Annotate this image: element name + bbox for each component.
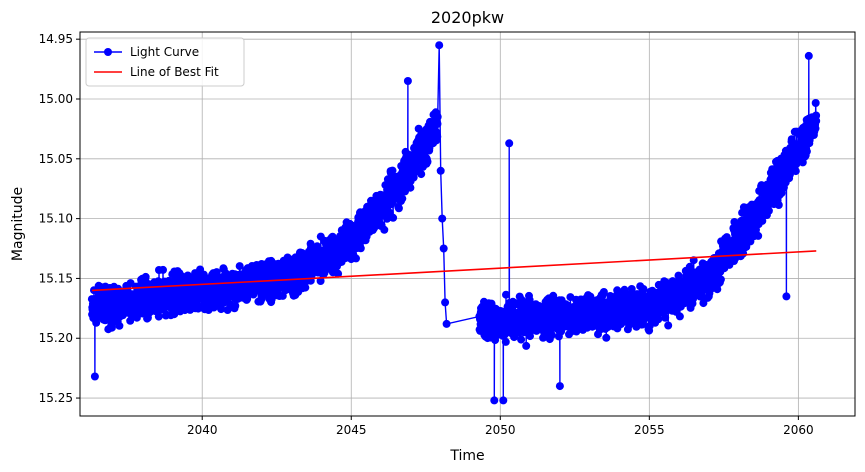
light-curve-point <box>388 166 397 175</box>
light-curve-point <box>675 312 684 321</box>
light-curve-point <box>442 319 451 328</box>
light-curve-point <box>764 206 773 215</box>
y-tick-label: 15.15 <box>39 271 73 285</box>
legend-label-light-curve: Light Curve <box>130 45 199 59</box>
light-curve-point <box>356 244 365 253</box>
legend: Light Curve Line of Best Fit <box>85 37 245 87</box>
legend-label-best-fit: Line of Best Fit <box>130 65 219 79</box>
light-curve-point <box>804 51 813 60</box>
light-curve-point <box>389 213 398 222</box>
light-curve-point <box>352 254 360 263</box>
light-curve-point <box>774 201 783 209</box>
light-curve-point <box>235 262 244 271</box>
light-curve-point <box>490 396 499 405</box>
light-curve-point <box>212 268 221 277</box>
light-curve-point <box>501 337 510 346</box>
light-curve-point <box>811 124 820 133</box>
y-tick-label: 15.05 <box>39 152 73 166</box>
light-curve-point <box>115 321 124 330</box>
light-curve-point <box>639 285 648 293</box>
light-curve-point <box>602 333 611 342</box>
light-curve-point <box>555 382 564 391</box>
legend-marker-light-curve <box>104 48 112 56</box>
light-curve-point <box>811 99 820 107</box>
light-curve-point <box>547 331 556 339</box>
light-curve-point <box>812 117 821 125</box>
light-curve-point <box>107 323 116 332</box>
light-curve-point <box>436 166 445 175</box>
x-tick-label: 2060 <box>783 423 814 437</box>
light-curve-point <box>380 225 389 234</box>
x-tick-label: 2050 <box>485 423 516 437</box>
light-curve-point <box>316 277 325 285</box>
light-curve-point <box>433 119 442 128</box>
light-curve-point <box>499 396 508 405</box>
light-curve-point <box>435 41 444 50</box>
light-curve-point <box>398 194 407 203</box>
light-curve-point <box>90 372 99 381</box>
light-curve-point <box>716 275 725 284</box>
plot-area <box>80 32 855 416</box>
light-curve-point <box>664 321 673 330</box>
light-curve-point <box>522 341 531 350</box>
light-curve-point <box>438 214 447 223</box>
light-curve-point <box>159 265 167 274</box>
light-curve-point <box>517 335 526 344</box>
x-tick-label: 2055 <box>634 423 665 437</box>
light-curve-point <box>661 313 670 322</box>
light-curve-point <box>406 183 415 192</box>
light-curve-point <box>754 231 763 240</box>
grid <box>80 32 855 416</box>
light-curve-point <box>403 77 412 85</box>
light-curve-point <box>243 294 252 303</box>
x-axis-label: Time <box>449 448 484 464</box>
series-layer <box>87 41 821 405</box>
x-tick-label: 2040 <box>187 423 218 437</box>
light-curve-point <box>505 139 514 148</box>
y-tick-label: 14.95 <box>39 32 73 46</box>
light-curve-point <box>791 167 800 176</box>
light-curve-point <box>217 305 226 314</box>
light-curve-point <box>802 147 811 156</box>
light-curve-point <box>433 112 442 121</box>
light-curve-point <box>394 204 403 213</box>
light-curve-point <box>231 301 240 310</box>
light-curve-point <box>433 132 442 141</box>
chart-title: 2020pkw <box>431 8 504 27</box>
light-curve-point <box>782 292 791 301</box>
light-curve-point <box>441 298 450 307</box>
light-curve-series <box>87 41 821 405</box>
light-curve-point <box>439 244 448 253</box>
light-curve-point <box>423 157 432 166</box>
y-tick-label: 15.25 <box>39 391 73 405</box>
light-curve-point <box>334 269 343 278</box>
y-tick-label: 15.00 <box>39 92 73 106</box>
y-tick-label: 15.10 <box>39 212 73 226</box>
x-tick-label: 2045 <box>336 423 367 437</box>
light-curve-point <box>417 170 426 179</box>
light-curve-point <box>301 283 310 292</box>
light-curve-point <box>154 312 163 321</box>
light-curve-point <box>526 332 534 341</box>
y-tick-label: 15.20 <box>39 331 73 345</box>
y-axis-label: Magnitude <box>10 187 26 261</box>
light-curve-point <box>502 290 510 299</box>
